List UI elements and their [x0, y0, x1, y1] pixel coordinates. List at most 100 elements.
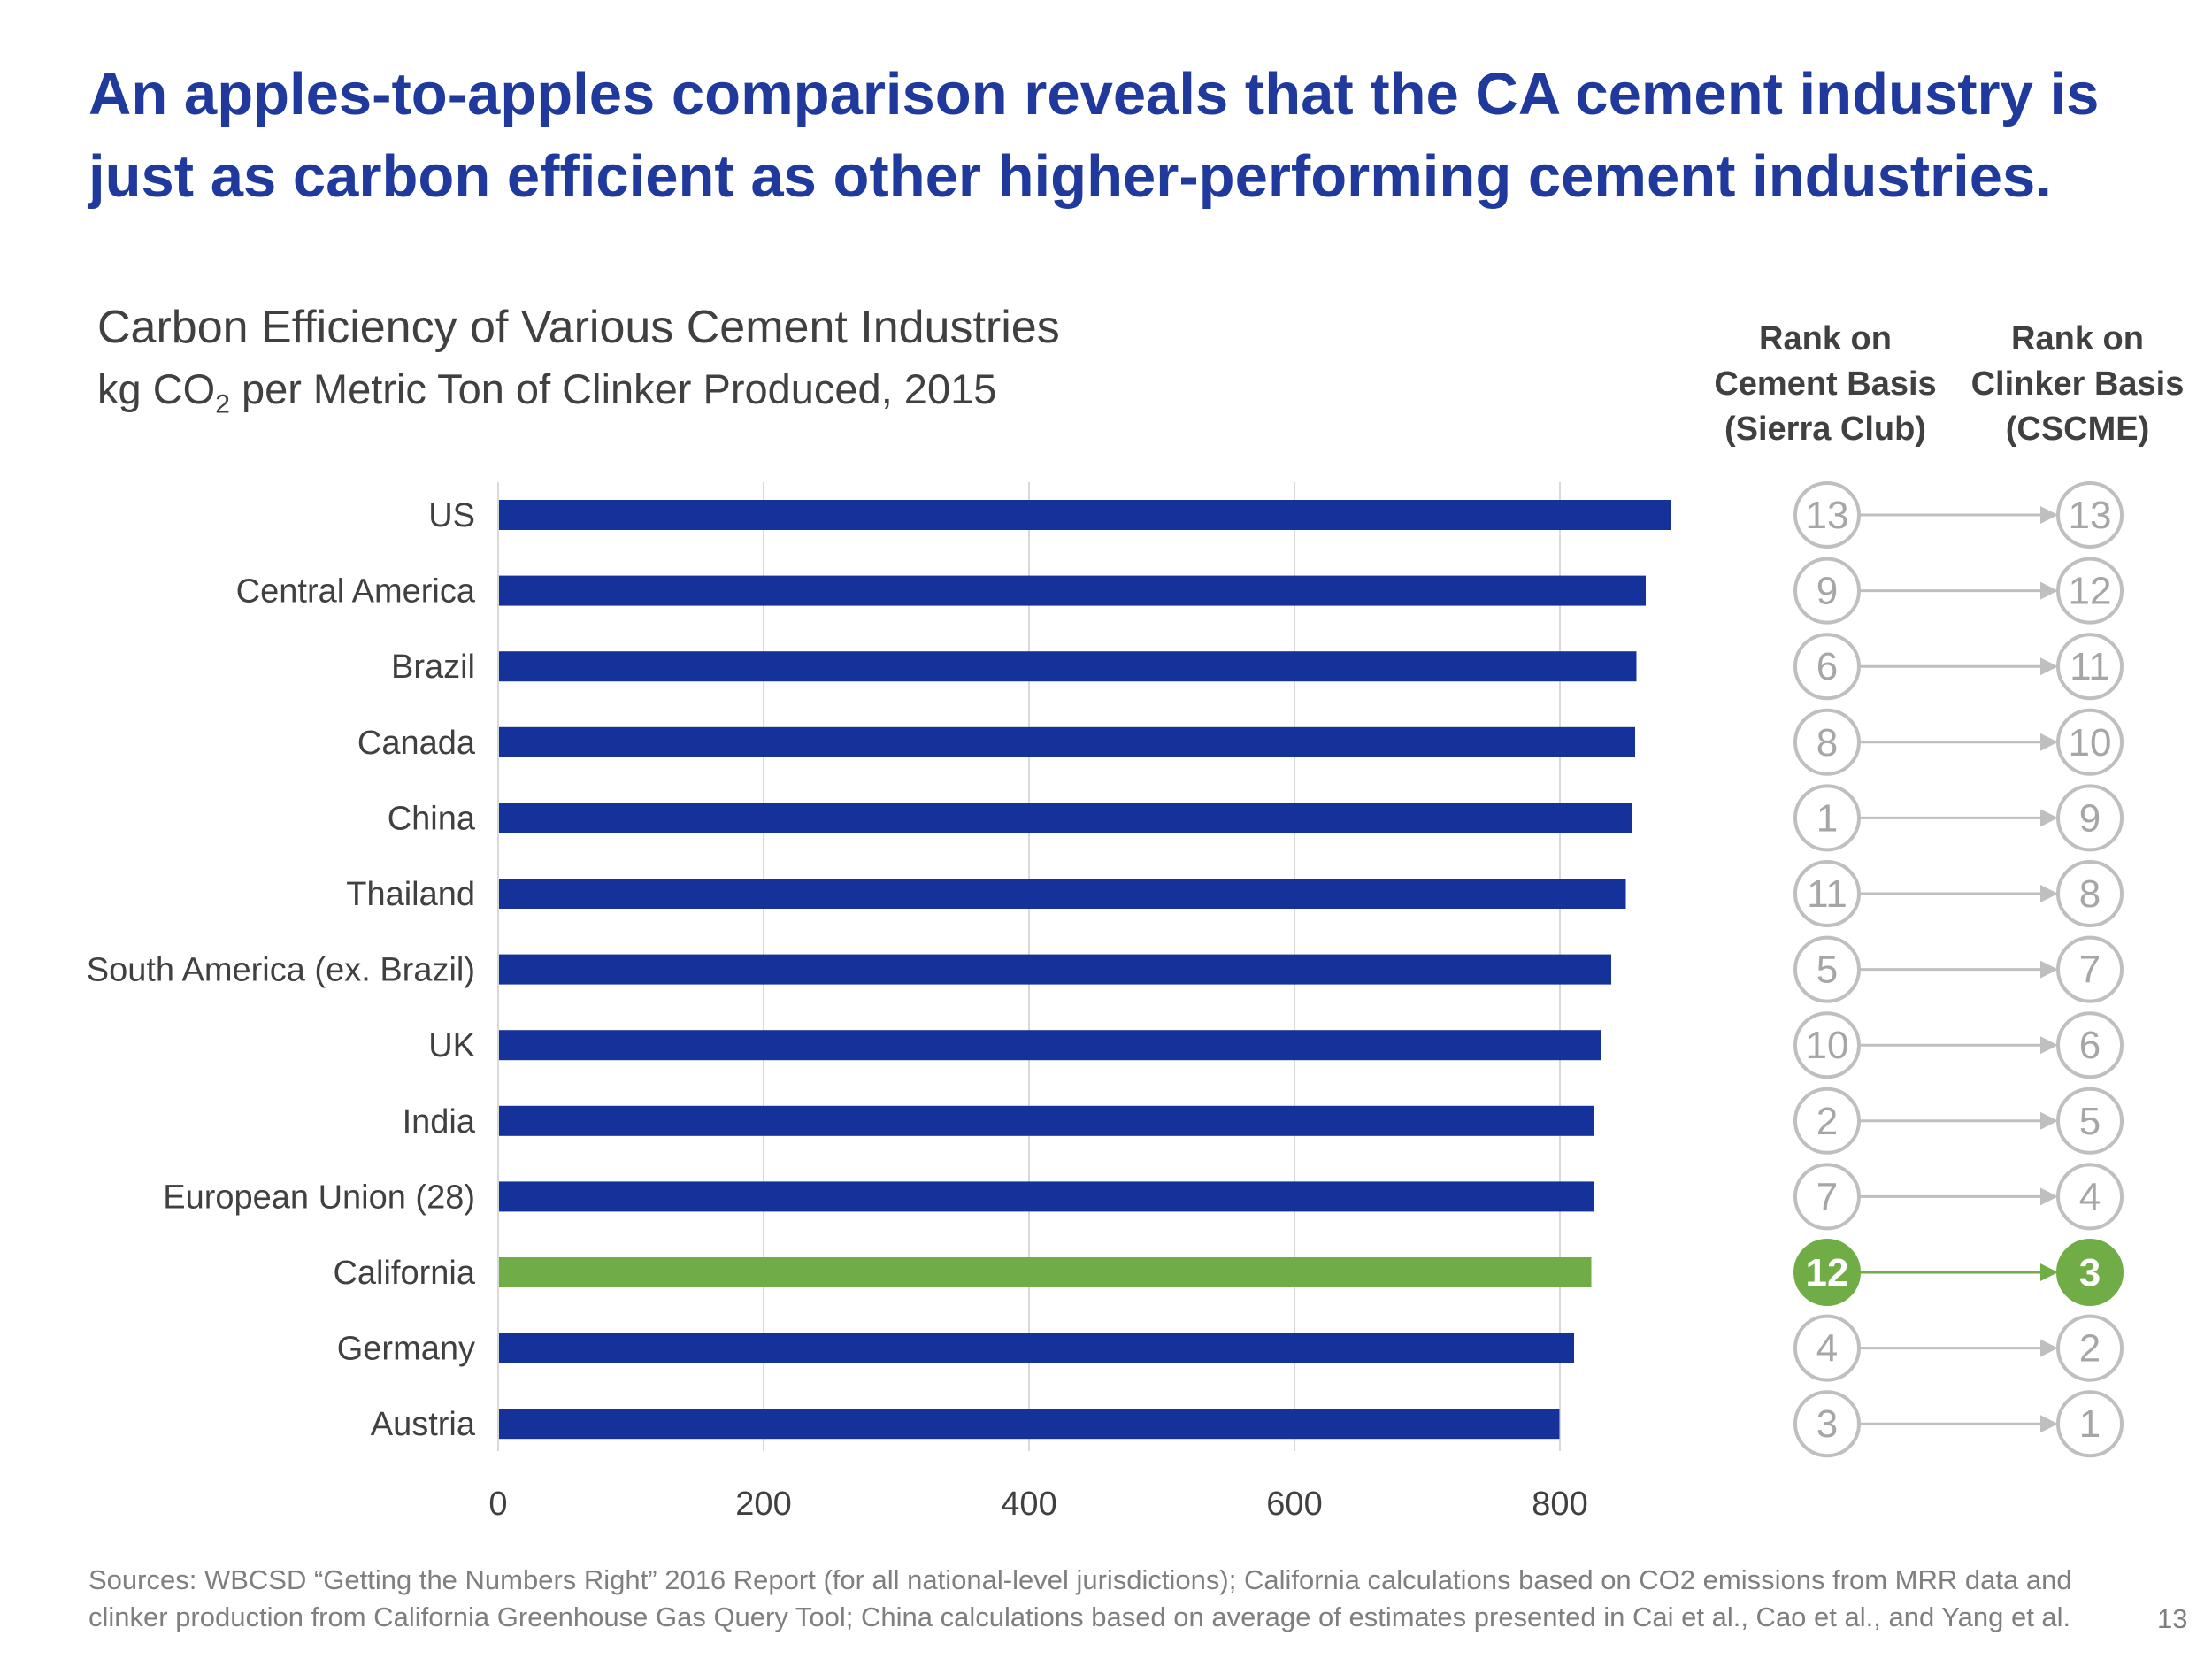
category-label-us: US	[428, 497, 475, 534]
x-tick-label-800: 800	[1532, 1486, 1587, 1523]
rank-clinker-value-central-america: 12	[2069, 570, 2112, 613]
rank-cement-value-central-america: 9	[1816, 570, 1838, 613]
rank-arrowhead-california	[2040, 1263, 2058, 1281]
subtitle-subscript: 2	[215, 389, 230, 419]
category-label-austria: Austria	[371, 1406, 476, 1443]
bar-european-union-28	[499, 1181, 1594, 1212]
rank-clinker-value-us: 13	[2069, 494, 2112, 537]
rank-cement-value-germany: 4	[1816, 1327, 1838, 1371]
rank-clinker-value-china: 9	[2079, 796, 2101, 840]
category-label-china: China	[388, 800, 476, 837]
rank-clinker-circle-china	[2056, 784, 2124, 852]
rank-clinker-value-india: 5	[2079, 1100, 2101, 1143]
rank-clinker-circle-us	[2056, 481, 2124, 549]
category-label-thailand: Thailand	[346, 876, 475, 913]
rank-arrowhead-european-union-28	[2040, 1187, 2058, 1206]
rank-clinker-circle-thailand	[2056, 860, 2124, 927]
rank-arrowhead-austria	[2040, 1415, 2058, 1433]
rank-header-clinker-line-3: (CSCME)	[2005, 411, 2150, 448]
rank-header-cement-line-3: (Sierra Club)	[1724, 411, 1927, 448]
rank-cement-value-austria: 3	[1816, 1402, 1838, 1446]
category-label-brazil: Brazil	[391, 649, 475, 686]
rank-cement-value-thailand: 11	[1807, 872, 1847, 916]
bar-brazil	[499, 651, 1637, 682]
bar-germany	[499, 1333, 1574, 1363]
rank-cement-value-china: 1	[1816, 796, 1838, 840]
rank-clinker-circle-germany	[2056, 1314, 2124, 1382]
rank-clinker-value-california: 3	[2079, 1251, 2101, 1294]
category-label-canada: Canada	[357, 725, 476, 762]
rank-header-cement-basis: Rank on Cement Basis (Sierra Club)	[1684, 317, 1967, 452]
rank-clinker-circle-brazil	[2056, 633, 2124, 701]
rank-clinker-value-south-america-ex-brazil: 7	[2079, 949, 2101, 992]
rank-cement-circle-california	[1793, 1239, 1861, 1306]
x-tick-label-400: 400	[1001, 1486, 1056, 1523]
rank-cement-circle-germany	[1793, 1314, 1861, 1382]
rank-cement-value-south-america-ex-brazil: 5	[1816, 949, 1838, 992]
bar-canada	[499, 726, 1635, 757]
chart-title: Carbon Efficiency of Various Cement Indu…	[97, 302, 1060, 353]
rank-arrowhead-germany	[2040, 1339, 2058, 1357]
rank-cement-value-canada: 8	[1816, 721, 1838, 764]
rank-cement-value-uk: 10	[1806, 1024, 1849, 1067]
rank-clinker-value-european-union-28: 4	[2079, 1175, 2101, 1218]
rank-header-clinker-line-1: Rank on	[2011, 320, 2144, 357]
subtitle-suffix: per Metric Ton of Clinker Produced, 2015	[229, 365, 997, 412]
x-tick-label-200: 200	[735, 1486, 791, 1523]
bar-austria	[499, 1409, 1560, 1440]
rank-clinker-value-austria: 1	[2079, 1402, 2101, 1446]
rank-clinker-value-canada: 10	[2069, 721, 2112, 764]
rank-cement-circle-canada	[1793, 708, 1861, 776]
rank-cement-value-brazil: 6	[1816, 645, 1838, 688]
x-tick-label-600: 600	[1266, 1486, 1322, 1523]
rank-arrowhead-brazil	[2040, 657, 2058, 676]
rank-cement-circle-south-america-ex-brazil	[1793, 935, 1861, 1003]
rank-header-clinker-line-2: Clinker Basis	[1970, 365, 2185, 403]
sources-line-1: Sources: WBCSD “Getting the Numbers Righ…	[88, 1564, 2072, 1595]
bar-thailand	[499, 879, 1626, 909]
bar-us	[499, 500, 1671, 530]
bar-california	[499, 1257, 1592, 1287]
chart-subtitle: kg CO2 per Metric Ton of Clinker Produce…	[97, 365, 996, 419]
rank-arrowhead-thailand	[2040, 885, 2058, 902]
rank-arrowhead-south-america-ex-brazil	[2040, 960, 2058, 979]
rank-clinker-circle-austria	[2056, 1390, 2124, 1458]
rank-arrowhead-india	[2040, 1111, 2058, 1130]
category-label-south-america-ex-brazil: South America (ex. Brazil)	[87, 952, 475, 989]
rank-clinker-circle-canada	[2056, 708, 2124, 776]
headline-line-2: just as carbon efficient as other higher…	[88, 143, 2052, 210]
rank-arrowhead-uk	[2040, 1036, 2058, 1055]
rank-clinker-value-uk: 6	[2079, 1024, 2101, 1067]
slide-headline: An apples-to-apples comparison reveals t…	[88, 53, 2124, 218]
rank-clinker-circle-india	[2056, 1087, 2124, 1155]
rank-cement-value-india: 2	[1816, 1100, 1838, 1143]
bar-china	[499, 803, 1632, 833]
category-label-central-america: Central America	[236, 573, 476, 611]
rank-cement-circle-central-america	[1793, 557, 1861, 625]
rank-cement-circle-uk	[1793, 1011, 1861, 1079]
rank-header-cement-line-1: Rank on	[1759, 320, 1892, 357]
rank-clinker-value-thailand: 8	[2079, 872, 2101, 916]
rank-clinker-circle-uk	[2056, 1011, 2124, 1079]
rank-cement-value-european-union-28: 7	[1816, 1175, 1838, 1218]
category-label-european-union-28: European Union (28)	[163, 1179, 475, 1216]
bar-south-america-ex-brazil	[499, 954, 1611, 985]
bar-uk	[499, 1030, 1601, 1061]
sources-line-2: clinker production from California Green…	[88, 1601, 2071, 1632]
rank-cement-circle-austria	[1793, 1390, 1861, 1458]
rank-arrowhead-central-america	[2040, 581, 2058, 600]
rank-clinker-value-brazil: 11	[2070, 645, 2110, 688]
sources-note: Sources: WBCSD “Getting the Numbers Righ…	[88, 1562, 2132, 1636]
page-number: 13	[2157, 1603, 2188, 1634]
rank-arrowhead-canada	[2040, 733, 2058, 751]
bar-central-america	[499, 575, 1646, 606]
rank-header-cement-line-2: Cement Basis	[1714, 365, 1937, 403]
rank-cement-circle-china	[1793, 784, 1861, 852]
category-label-california: California	[333, 1255, 475, 1292]
category-label-india: India	[403, 1103, 476, 1141]
category-label-germany: Germany	[337, 1331, 475, 1368]
rank-clinker-value-germany: 2	[2079, 1327, 2101, 1371]
rank-cement-circle-thailand	[1793, 860, 1861, 927]
rank-cement-circle-india	[1793, 1087, 1861, 1155]
